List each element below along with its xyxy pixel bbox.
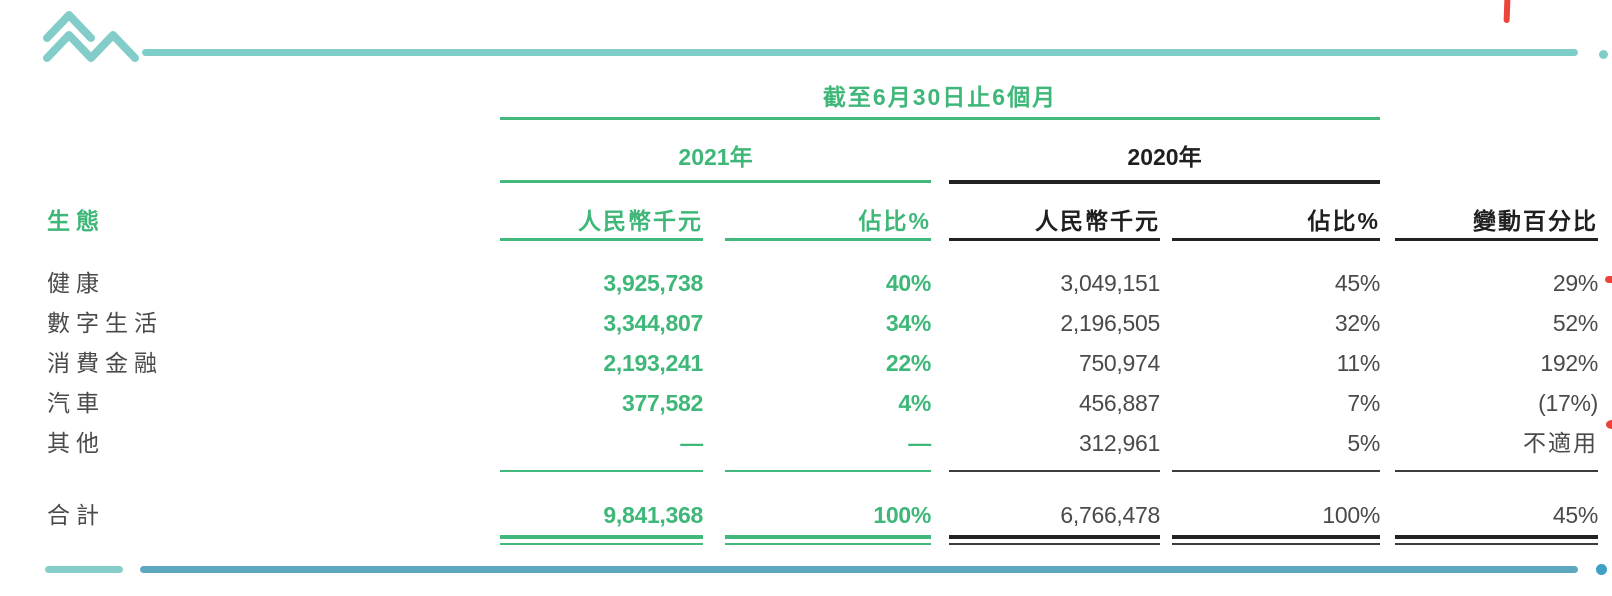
row-label: 健康 [47, 270, 105, 296]
share-2020-cell: 11% [1336, 350, 1381, 376]
pre-total-rule [1172, 470, 1380, 472]
bottom-left-accent-line [45, 566, 123, 573]
amount-2021-cell: 2,193,241 [603, 350, 703, 376]
table-row: 消費金融 2,193,241 22% 750,974 11% 192% [0, 346, 1612, 386]
top-divider-dot [1599, 50, 1608, 59]
share-2021-cell: 22% [885, 350, 931, 376]
share-2020-cell: 5% [1347, 430, 1380, 456]
pre-total-rule [949, 470, 1160, 472]
year-2020-header: 2020年 [1127, 144, 1202, 170]
total-double-rule-thin [1172, 543, 1380, 545]
share-2021-cell: 34% [885, 310, 931, 336]
row-label: 其他 [47, 430, 105, 456]
total-share-2021-cell: 100% [873, 502, 931, 528]
column-header-ecosystem: 生態 [47, 208, 105, 234]
year-2021-header: 2021年 [678, 144, 753, 170]
column-header-share-2020: 佔比% [1307, 208, 1380, 234]
amount-2020-cell: 312,961 [1078, 430, 1160, 456]
row-label: 數字生活 [47, 310, 163, 336]
change-cell: 52% [1552, 310, 1598, 336]
row-label: 汽車 [47, 390, 105, 416]
change-cell: 192% [1540, 350, 1598, 376]
header-underline-amount-2020 [949, 238, 1160, 241]
total-label: 合計 [47, 502, 105, 528]
total-double-rule-thin [1395, 543, 1598, 545]
share-2021-cell: 40% [885, 270, 931, 296]
change-cell: 29% [1552, 270, 1598, 296]
amount-2021-cell: 377,582 [621, 390, 703, 416]
share-2021-cell: 4% [898, 390, 931, 416]
total-double-rule-thick [725, 535, 931, 539]
change-cell: (17%) [1538, 390, 1598, 416]
column-header-amount-2021: 人民幣千元 [578, 208, 703, 234]
red-annotation-mark-row1 [1605, 276, 1612, 283]
red-pen-stroke-top [1503, 0, 1511, 24]
amount-2020-cell: 456,887 [1078, 390, 1160, 416]
amount-2020-cell: 3,049,151 [1060, 270, 1160, 296]
row-label: 消費金融 [47, 350, 163, 376]
total-double-rule-thin [500, 543, 703, 545]
table-row: 其他 — — 312,961 5% 不適用 [0, 426, 1612, 466]
share-2020-cell: 32% [1334, 310, 1380, 336]
table-row: 數字生活 3,344,807 34% 2,196,505 32% 52% [0, 306, 1612, 346]
total-double-rule-thin [725, 543, 931, 545]
total-double-rule-thick [500, 535, 703, 539]
period-underline [500, 117, 1380, 120]
year-2020-underline [949, 180, 1380, 184]
column-header-change: 變動百分比 [1473, 208, 1598, 234]
table-row: 汽車 377,582 4% 456,887 7% (17%) [0, 386, 1612, 426]
table-row: 健康 3,925,738 40% 3,049,151 45% 29% [0, 266, 1612, 306]
header-underline-amount-2021 [500, 238, 703, 241]
header-underline-share-2021 [725, 238, 931, 241]
column-header-amount-2020: 人民幣千元 [1035, 208, 1160, 234]
total-double-rule-thick [1395, 535, 1598, 539]
share-2020-cell: 45% [1334, 270, 1380, 296]
pre-total-rule [500, 470, 703, 472]
total-double-rule-thin [949, 543, 1160, 545]
bottom-divider-dot [1596, 564, 1607, 575]
bottom-divider-line [140, 566, 1578, 573]
amount-2021-cell: — [680, 430, 703, 456]
year-2021-underline [500, 180, 931, 183]
header-underline-change [1395, 238, 1598, 241]
amount-2020-cell: 750,974 [1078, 350, 1160, 376]
share-2021-cell: — [908, 430, 931, 456]
total-double-rule-thick [949, 535, 1160, 539]
top-divider-line [142, 49, 1578, 56]
header-underline-share-2020 [1172, 238, 1380, 241]
amount-2021-cell: 3,925,738 [603, 270, 703, 296]
column-header-share-2021: 佔比% [858, 208, 931, 234]
total-row: 合計 9,841,368 100% 6,766,478 100% 45% [0, 498, 1612, 538]
total-amount-2020-cell: 6,766,478 [1060, 502, 1160, 528]
share-2020-cell: 7% [1347, 390, 1380, 416]
mountain-logo-icon [43, 11, 139, 62]
red-annotation-mark-row4 [1606, 420, 1612, 429]
period-header: 截至6月30日止6個月 [822, 84, 1058, 110]
pre-total-rule [1395, 470, 1598, 472]
amount-2020-cell: 2,196,505 [1060, 310, 1160, 336]
total-share-2020-cell: 100% [1322, 502, 1380, 528]
total-double-rule-thick [1172, 535, 1380, 539]
amount-2021-cell: 3,344,807 [603, 310, 703, 336]
pre-total-rule [725, 470, 931, 472]
total-change-cell: 45% [1552, 502, 1598, 528]
change-cell: 不適用 [1523, 430, 1598, 456]
total-amount-2021-cell: 9,841,368 [603, 502, 703, 528]
